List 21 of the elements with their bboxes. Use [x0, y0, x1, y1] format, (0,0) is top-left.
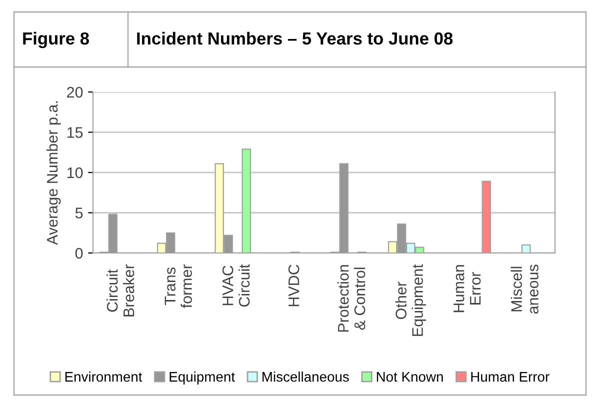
chart-title: Incident Numbers – 5 Years to June 08	[137, 32, 453, 45]
y-tick-label: 0	[75, 248, 83, 259]
legend-label: Equipment	[170, 372, 235, 384]
legend-label: Not Known	[376, 372, 443, 382]
x-tick-label: Miscell aneous	[510, 264, 538, 314]
legend-label: Environment	[65, 372, 142, 382]
y-axis-title: Average Number p.a.	[46, 101, 61, 245]
y-tick-label: 15	[67, 127, 83, 138]
x-tick-label: Other Equipment	[395, 264, 426, 336]
y-tick-label: 10	[67, 167, 83, 178]
x-tick-label: HVAC Circuit	[222, 264, 250, 307]
x-tick-label: Protection & Control	[338, 265, 366, 332]
legend-label: Miscellaneous	[262, 372, 349, 382]
x-tick-label: Trans former	[164, 264, 192, 308]
caption: Figure 8	[23, 32, 89, 48]
x-tick-label: Circuit Breaker	[106, 264, 134, 316]
y-tick-label: 5	[75, 208, 83, 218]
x-tick-label: HVDC	[288, 264, 300, 306]
x-tick-label: Human Error	[454, 265, 481, 312]
y-tick-label: 20	[67, 86, 83, 98]
legend-label: Human Error	[471, 372, 550, 382]
